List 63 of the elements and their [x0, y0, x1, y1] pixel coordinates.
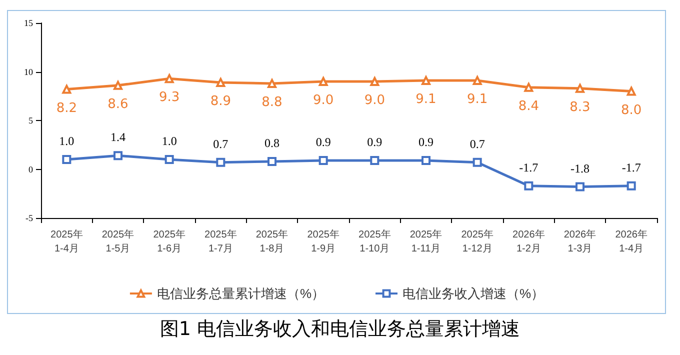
x-tick-label: 2025年 1-12月 [461, 228, 494, 254]
y-tick-label: 10 [24, 66, 34, 77]
legend-label: 电信业务收入增速（%） [402, 286, 544, 301]
data-label: -1.7 [622, 160, 641, 174]
x-tick-label: 2025年 1-4月 [50, 228, 83, 254]
point [216, 158, 226, 167]
point [268, 156, 276, 166]
data-label: 0.7 [213, 136, 228, 151]
y-tick-label: 0 [28, 164, 34, 174]
data-label: 9.0 [312, 93, 334, 108]
point [472, 158, 482, 167]
point [268, 78, 276, 88]
data-label: 8.9 [210, 94, 232, 109]
legend-label: 电信业务总量累计增速（%） [156, 286, 325, 301]
data-label: 8.8 [262, 94, 282, 110]
x-tick-label: 2026年 1-2月 [512, 228, 545, 254]
x-tick-label: 2026年 1-3月 [564, 228, 596, 254]
data-label: 1.0 [162, 134, 177, 148]
data-label: 0.9 [367, 134, 382, 149]
data-label: 8.2 [56, 100, 78, 116]
point [164, 155, 174, 164]
data-label: 0.8 [264, 136, 280, 150]
x-tick-label: 2025年 1-6月 [153, 228, 186, 254]
point [626, 86, 636, 96]
data-label: 0.9 [316, 134, 331, 149]
point [114, 151, 122, 160]
point [524, 82, 534, 92]
point [370, 156, 380, 165]
point [62, 84, 72, 94]
data-label: 8.0 [620, 102, 642, 118]
data-label: 9.0 [364, 93, 386, 108]
data-label: 8.3 [570, 100, 590, 115]
data-label: 9.1 [466, 92, 488, 108]
data-label: 9.3 [158, 90, 180, 106]
text: 图1 电信业务收入和电信业务总量累计增速 [158, 317, 522, 342]
data-label: 8.6 [108, 96, 128, 112]
data-label: 0.7 [470, 136, 485, 151]
data-label: 9.1 [416, 92, 436, 108]
point [114, 80, 122, 90]
x-tick-label: 2025年 1-9月 [307, 228, 340, 254]
x-tick-label: 2025年 1-10月 [358, 228, 391, 254]
x-tick-label: 2025年 1-8月 [256, 228, 288, 254]
data-label: 8.4 [518, 98, 540, 114]
point [422, 156, 430, 165]
point [318, 156, 328, 165]
point [62, 155, 72, 164]
point [576, 182, 584, 192]
data-label: -1.8 [570, 161, 590, 176]
x-tick-label: 2025年 1-7月 [204, 228, 237, 254]
x-tick-label: 2025年 1-5月 [102, 228, 134, 254]
data-label: 1.4 [110, 130, 126, 144]
point [216, 78, 226, 87]
y-tick-label: -5 [26, 213, 34, 223]
data-label: 0.9 [418, 134, 434, 149]
y-tick-label: 15 [24, 18, 34, 28]
y-tick-label: 5 [28, 116, 34, 126]
x-tick-label: 2026年 1-4月 [615, 228, 648, 254]
data-label: 1.0 [59, 134, 74, 148]
data-label: -1.7 [519, 160, 538, 174]
point [576, 84, 584, 93]
x-tick-label: 2025年 1-11月 [410, 228, 442, 254]
point [524, 181, 534, 190]
point [626, 181, 636, 190]
